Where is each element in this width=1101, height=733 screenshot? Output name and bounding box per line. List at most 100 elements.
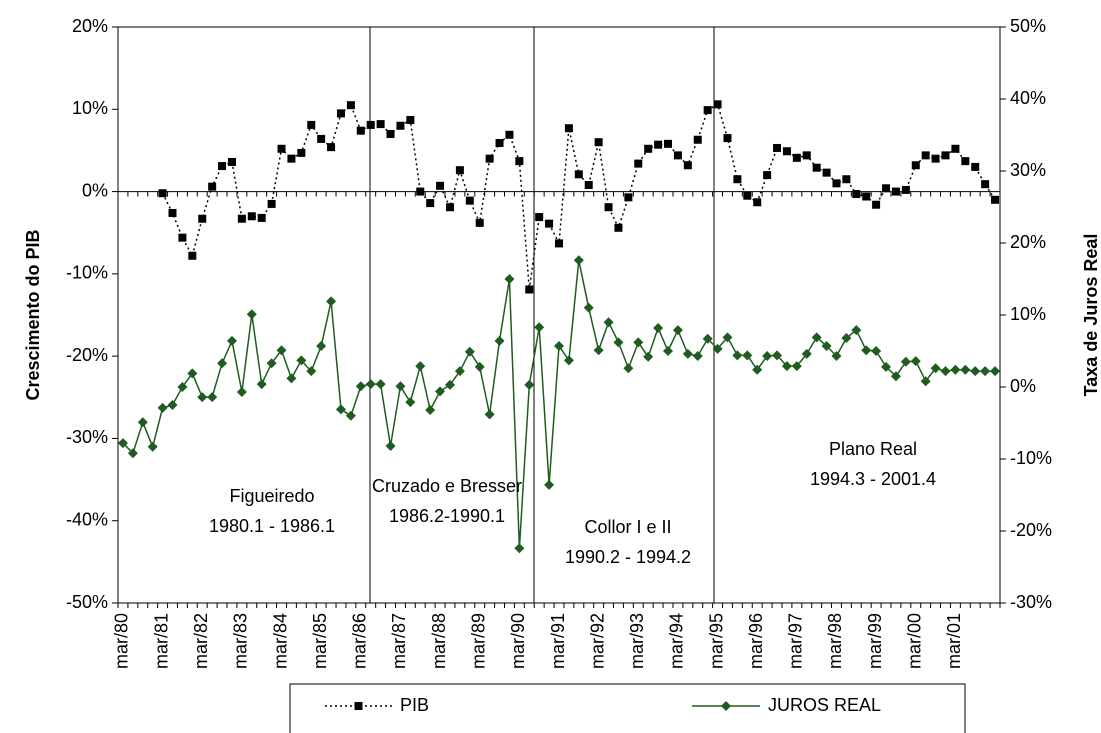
marker (188, 251, 197, 260)
marker (950, 364, 961, 375)
legend-marker (354, 702, 363, 710)
y2-tick-label: 30% (1010, 160, 1046, 180)
x-tick-label: mar/01 (944, 613, 964, 669)
y-tick-label: -40% (66, 509, 108, 529)
legend (289, 683, 966, 733)
x-tick-label: mar/98 (825, 613, 845, 669)
marker (791, 361, 802, 372)
marker (396, 121, 405, 130)
x-tick-label: mar/94 (667, 613, 687, 669)
y2-tick-label: 40% (1010, 88, 1046, 108)
marker (545, 219, 554, 228)
marker (990, 366, 1001, 377)
marker (743, 191, 752, 200)
legend-label: PIB (400, 695, 429, 715)
y-axis-title: Crescimento do PIB (23, 229, 43, 400)
y2-tick-label: -10% (1010, 448, 1052, 468)
marker (732, 350, 743, 361)
marker (951, 144, 960, 153)
marker (326, 296, 337, 307)
annotation: Cruzado e Bresser (372, 476, 522, 496)
marker (802, 151, 811, 160)
x-tick-label: mar/97 (786, 613, 806, 669)
marker (594, 138, 603, 147)
marker (980, 366, 991, 377)
marker (554, 340, 564, 351)
marker (583, 302, 594, 313)
marker (237, 214, 246, 223)
marker (663, 346, 674, 356)
marker (177, 382, 188, 392)
marker (851, 325, 862, 336)
marker (147, 441, 158, 452)
marker (297, 148, 306, 157)
y2-axis-title: Taxa de Juros Real (1081, 234, 1101, 397)
marker (157, 402, 168, 413)
marker (882, 184, 891, 193)
marker (117, 438, 128, 449)
y2-tick-label: -30% (1010, 592, 1052, 612)
marker (415, 361, 426, 372)
marker (197, 392, 208, 403)
marker (226, 335, 237, 346)
marker (266, 358, 277, 369)
marker (286, 373, 297, 384)
marker (218, 162, 227, 171)
marker (644, 144, 653, 153)
marker (257, 213, 266, 222)
marker (763, 171, 772, 180)
marker (723, 134, 732, 143)
marker (454, 366, 465, 377)
marker (801, 348, 812, 359)
marker (910, 356, 921, 367)
x-tick-label: mar/82 (191, 613, 211, 669)
marker (168, 208, 177, 217)
y-tick-label: -20% (66, 345, 108, 365)
marker (187, 368, 198, 379)
marker (475, 218, 484, 227)
marker (831, 351, 842, 362)
y2-tick-label: -20% (1010, 520, 1052, 540)
marker (683, 161, 692, 170)
marker (872, 200, 881, 209)
annotation: Figueiredo (229, 486, 314, 506)
marker (574, 170, 583, 179)
x-tick-label: mar/83 (231, 613, 251, 669)
annotation: 1986.2-1990.1 (389, 506, 505, 526)
marker (167, 400, 178, 410)
marker (515, 157, 524, 166)
marker (614, 223, 623, 232)
marker (584, 180, 593, 189)
marker (643, 351, 654, 362)
marker (563, 355, 574, 366)
legend-marker (721, 701, 731, 711)
marker (355, 381, 366, 392)
marker (682, 348, 693, 359)
marker (416, 187, 425, 196)
marker (366, 120, 375, 129)
marker (445, 203, 454, 212)
marker (781, 361, 792, 372)
marker (345, 410, 356, 421)
marker (613, 337, 624, 348)
annotation: 1990.2 - 1994.2 (565, 547, 691, 567)
y-tick-label: 0% (82, 180, 108, 200)
marker (920, 376, 931, 387)
marker (733, 175, 742, 184)
y2-tick-label: 10% (1010, 304, 1046, 324)
marker (327, 143, 336, 152)
marker (900, 356, 911, 367)
marker (406, 115, 415, 124)
marker (654, 140, 663, 149)
marker (623, 363, 634, 374)
marker (822, 168, 831, 177)
x-tick-label: mar/88 (429, 613, 449, 669)
marker (564, 124, 573, 133)
marker (208, 182, 217, 191)
marker (692, 351, 703, 362)
marker (653, 322, 664, 333)
x-tick-label: mar/86 (350, 613, 370, 669)
marker (376, 120, 385, 129)
marker (534, 322, 545, 333)
x-tick-label: mar/93 (627, 613, 647, 669)
